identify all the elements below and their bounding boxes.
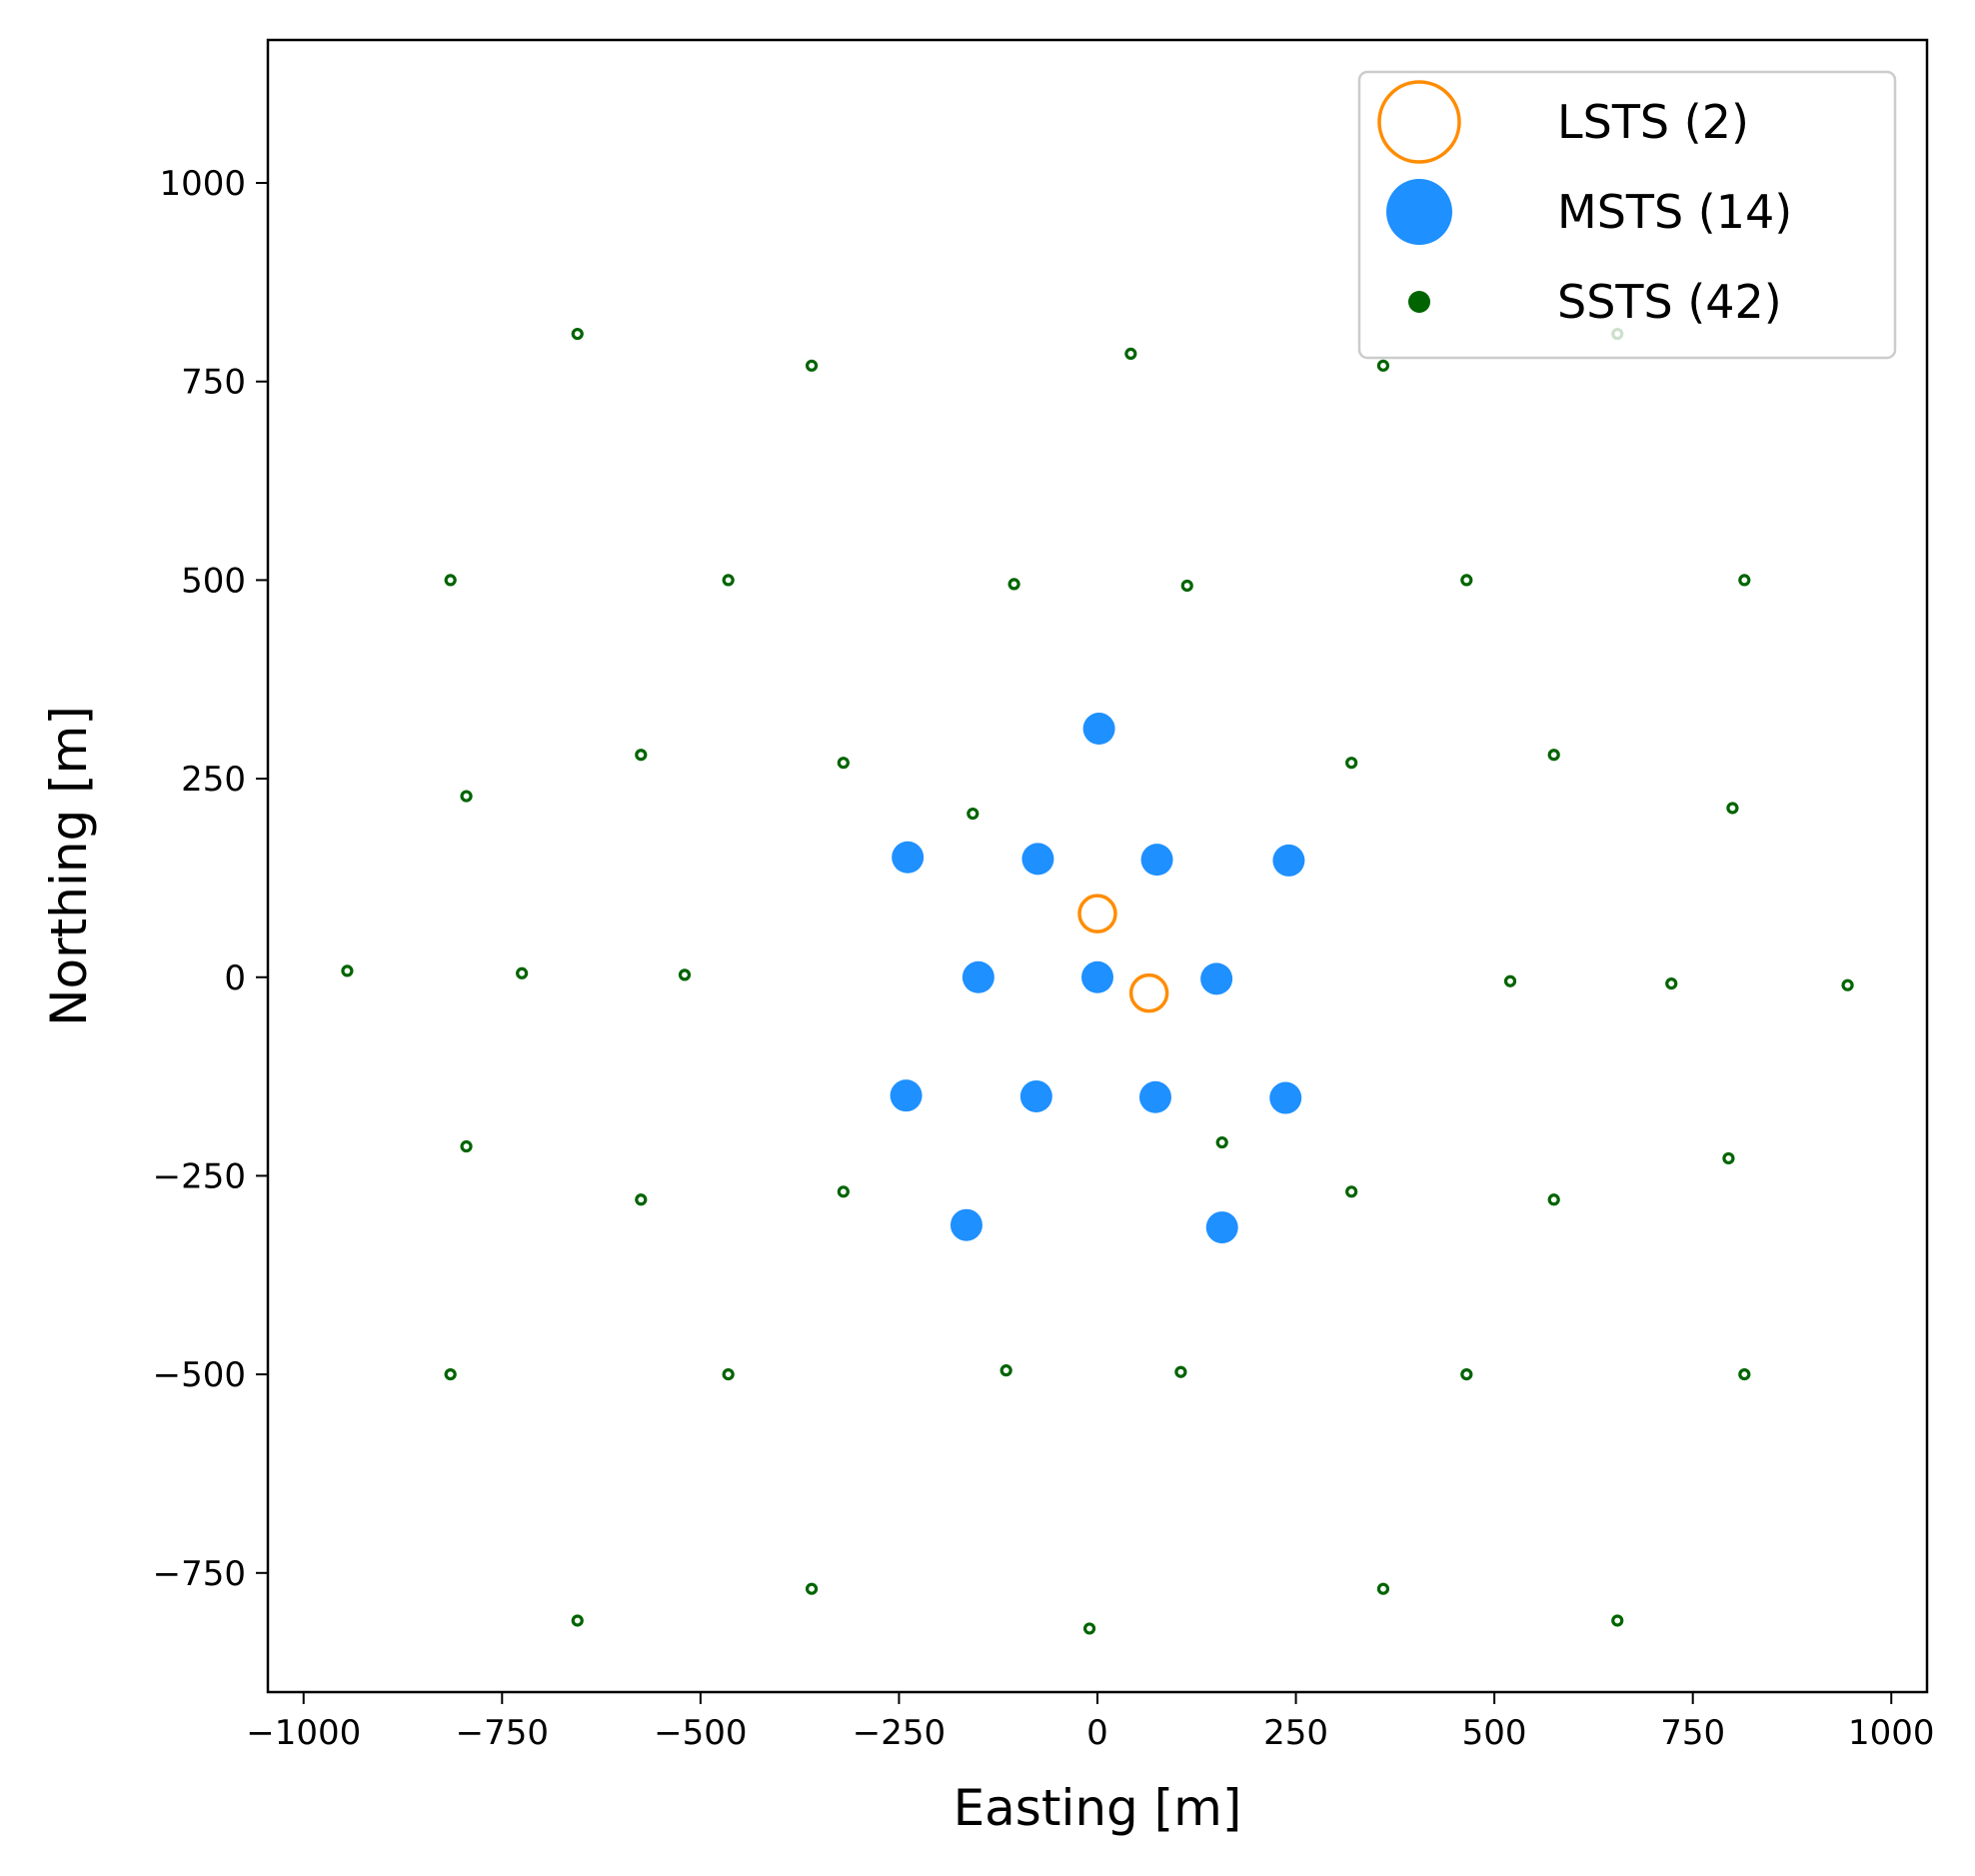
data-point-msts	[1019, 1079, 1052, 1112]
data-point-msts	[1200, 962, 1233, 995]
data-point-ssts	[805, 359, 819, 372]
data-point-msts	[1082, 713, 1115, 746]
data-point-msts	[1140, 844, 1173, 877]
legend-label-msts: MSTS (14)	[1557, 185, 1792, 239]
x-tick-label: 0	[1086, 1713, 1108, 1753]
data-point-ssts	[722, 1368, 735, 1381]
legend-box	[1357, 70, 1897, 360]
y-tick-label: −250	[153, 1156, 246, 1196]
x-tick-label: 1000	[1848, 1713, 1935, 1753]
data-point-ssts	[1726, 802, 1739, 815]
plot-marks	[341, 327, 1854, 1635]
data-point-ssts	[678, 968, 692, 981]
data-point-ssts	[1124, 347, 1137, 361]
y-tick-label: 0	[224, 958, 246, 998]
data-point-msts	[1269, 1081, 1302, 1114]
data-point-ssts	[805, 1582, 819, 1595]
data-point-ssts	[516, 966, 529, 979]
data-point-ssts	[1082, 1622, 1096, 1635]
x-axis: −1000 −750 −500 −250 0 250 500 750 1000	[246, 1692, 1935, 1753]
data-point-ssts	[1460, 574, 1473, 587]
data-point-ssts	[460, 790, 473, 803]
data-point-ssts	[1180, 579, 1193, 593]
legend: LSTS (2) MSTS (14) SSTS (42)	[1357, 70, 1897, 360]
data-point-ssts	[1215, 1135, 1228, 1149]
data-point-msts	[962, 960, 994, 993]
data-point-msts	[1081, 960, 1113, 993]
x-tick-label: −250	[853, 1713, 946, 1753]
data-point-ssts	[444, 1368, 457, 1381]
x-tick-label: −750	[456, 1713, 549, 1753]
x-tick-label: 250	[1263, 1713, 1328, 1753]
data-point-ssts	[967, 807, 980, 821]
data-point-ssts	[1503, 974, 1517, 987]
data-point-ssts	[571, 1614, 584, 1627]
data-point-ssts	[1738, 1368, 1751, 1381]
y-tick-label: 1000	[159, 164, 246, 204]
data-point-msts	[890, 1079, 923, 1112]
data-point-msts	[950, 1208, 983, 1241]
y-axis: −750 −500 −250 0 250 500 750 1000	[153, 164, 268, 1594]
legend-marker-ssts	[1408, 291, 1430, 313]
data-point-ssts	[1547, 749, 1560, 762]
data-point-ssts	[1376, 359, 1390, 372]
data-point-msts	[1021, 843, 1054, 876]
legend-marker-lsts	[1377, 80, 1461, 164]
data-point-ssts	[837, 757, 850, 770]
data-point-msts	[892, 841, 925, 874]
data-point-ssts	[1611, 1614, 1624, 1627]
data-point-ssts	[1547, 1193, 1560, 1206]
x-tick-label: 750	[1660, 1713, 1725, 1753]
x-axis-label: Easting [m]	[954, 1779, 1242, 1837]
data-point-ssts	[1345, 757, 1358, 770]
data-point-ssts	[635, 1193, 648, 1206]
data-point-lsts	[1128, 972, 1169, 1013]
data-point-ssts	[1345, 1185, 1358, 1198]
data-point-ssts	[460, 1139, 473, 1153]
data-point-ssts	[635, 749, 648, 762]
y-axis-label: Northing [m]	[40, 706, 98, 1026]
data-point-ssts	[1460, 1368, 1473, 1381]
data-point-ssts	[722, 574, 735, 587]
y-tick-label: −750	[153, 1554, 246, 1594]
data-point-ssts	[1665, 977, 1678, 990]
x-tick-label: −1000	[246, 1713, 361, 1753]
y-tick-label: −500	[153, 1355, 246, 1395]
data-point-ssts	[444, 574, 457, 587]
data-point-ssts	[1722, 1151, 1735, 1165]
data-point-ssts	[1376, 1582, 1390, 1595]
y-tick-label: 750	[181, 363, 246, 403]
data-point-ssts	[1174, 1365, 1187, 1378]
data-point-msts	[1138, 1080, 1171, 1113]
legend-label-ssts: SSTS (42)	[1557, 275, 1782, 329]
data-point-msts	[1205, 1211, 1238, 1244]
data-point-ssts	[999, 1364, 1012, 1377]
legend-marker-msts	[1386, 179, 1452, 245]
y-tick-label: 250	[181, 760, 246, 800]
y-tick-label: 500	[181, 561, 246, 601]
data-point-ssts	[1007, 578, 1020, 591]
x-tick-label: −500	[654, 1713, 747, 1753]
data-point-ssts	[1738, 574, 1751, 587]
data-point-msts	[1272, 844, 1305, 877]
x-tick-label: 500	[1462, 1713, 1527, 1753]
legend-label-lsts: LSTS (2)	[1557, 95, 1749, 149]
data-point-ssts	[1841, 978, 1854, 991]
data-point-ssts	[837, 1185, 850, 1198]
data-point-ssts	[571, 327, 584, 341]
data-point-ssts	[341, 964, 354, 977]
data-point-lsts	[1077, 894, 1117, 934]
